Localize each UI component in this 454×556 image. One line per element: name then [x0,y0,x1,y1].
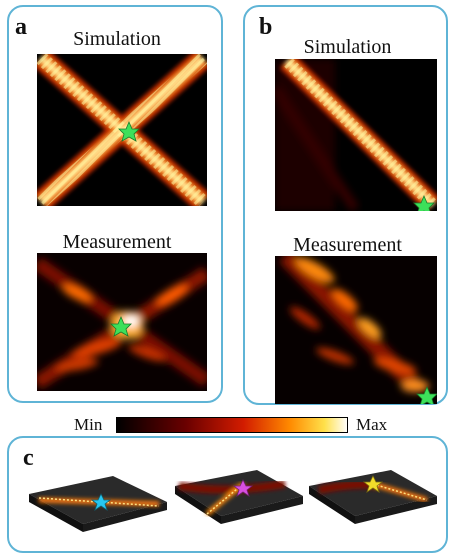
panel-label-a: a [15,14,27,40]
simulation-title-a: Simulation [73,28,161,50]
simulation-map-a [37,54,207,206]
panel-b: b Simulation Measurement [243,5,448,405]
star-marker-icon [413,194,435,211]
panel-a: a Simulation Measurement [7,5,223,403]
star-marker-icon [110,315,132,337]
star-marker-icon [118,120,140,142]
star-marker-icon [90,493,112,511]
device-render-3 [309,470,437,524]
star-marker-icon [232,479,254,497]
star-marker-icon [416,385,437,404]
device-render-2 [175,470,303,524]
star-marker-icon [362,475,384,493]
device-render-1 [29,476,167,532]
colorbar [116,417,348,433]
panel-label-b: b [259,14,273,40]
colorbar-max-label: Max [356,415,388,434]
colorbar-min-label: Min [74,415,103,434]
measurement-title-b: Measurement [293,234,402,256]
simulation-title-b: Simulation [303,36,392,58]
measurement-map-a [37,253,207,391]
simulation-map-b [275,59,437,211]
measurement-map-b [275,256,437,404]
measurement-title-a: Measurement [62,231,172,253]
panel-label-c: c [23,445,34,471]
panel-c: c [7,436,448,553]
